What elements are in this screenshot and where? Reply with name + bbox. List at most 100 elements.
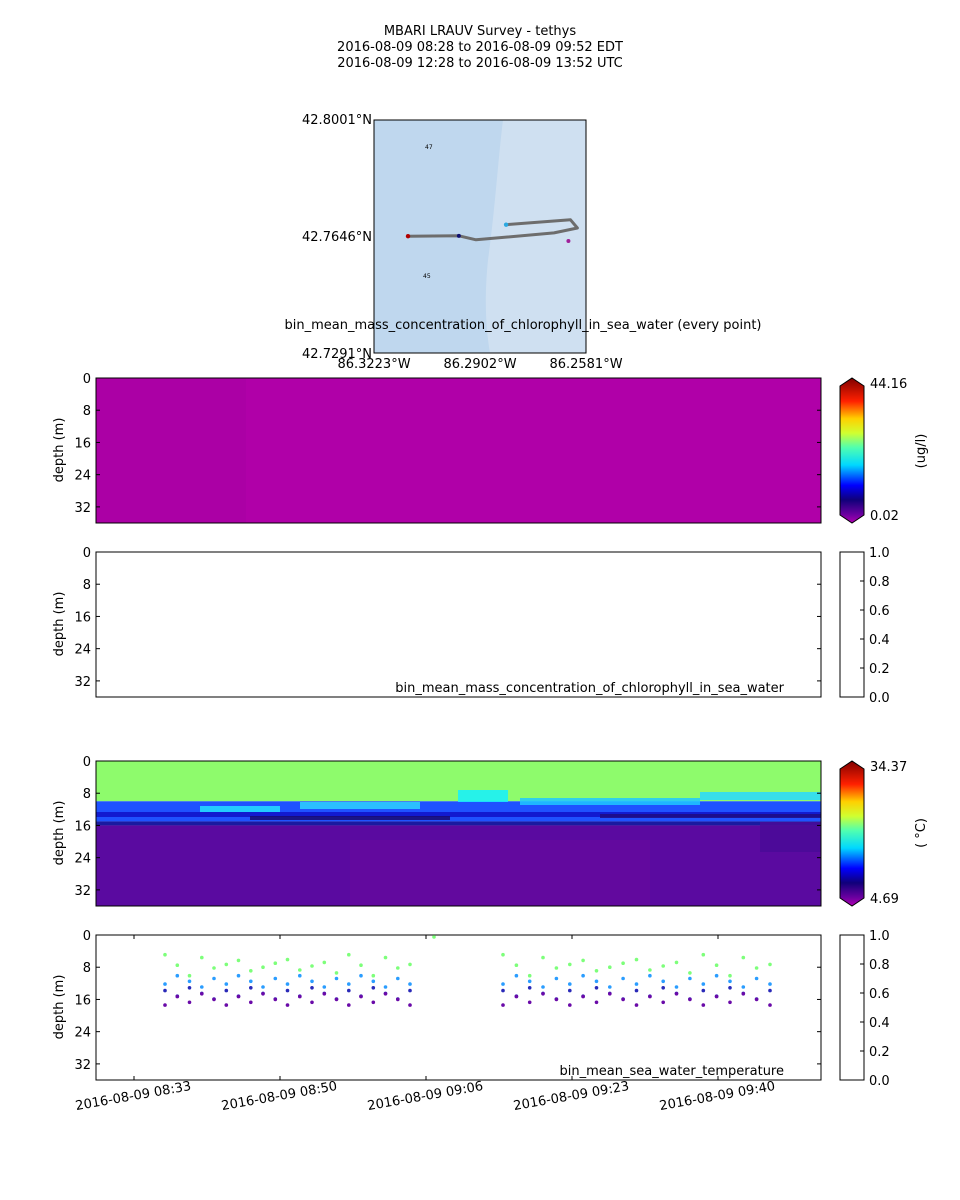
data-point	[728, 973, 732, 978]
panel-2-y-axis: 0 8 16 24 32	[74, 546, 821, 690]
data-point	[661, 964, 665, 968]
colorbar-tick-label: 0.6	[869, 987, 890, 1002]
data-point	[527, 986, 532, 990]
data-point	[674, 985, 679, 989]
data-point	[249, 969, 253, 973]
data-point	[741, 992, 746, 996]
panel-2-ylabel: depth (m)	[52, 592, 67, 657]
panel-2-colorbar-ticks: 1.0 0.8 0.6 0.4 0.2 0.0	[860, 546, 890, 706]
panel-3-y-axis: 0 8 16 24 32	[74, 755, 821, 899]
y-tick-label: 8	[83, 404, 91, 419]
panel-4-y-axis: 0 8 16 24 32	[74, 929, 821, 1073]
data-point	[347, 982, 351, 986]
colorbar-tick-label: 0.6	[869, 604, 890, 619]
data-point	[568, 962, 572, 967]
colorbar-tick-label: 0.4	[869, 1016, 890, 1031]
map-lat-label-mid: 42.7646°N	[302, 230, 372, 245]
data-point	[334, 976, 339, 981]
data-point	[701, 988, 706, 993]
colorbar-tick-label: 0.0	[869, 691, 890, 706]
data-point	[661, 979, 665, 984]
data-point	[224, 988, 229, 993]
panel-4-colorbar-ticks: 1.0 0.8 0.6 0.4 0.2 0.0	[860, 929, 890, 1089]
y-tick-label: 32	[74, 1058, 91, 1073]
map-track-start	[405, 233, 411, 239]
data-point	[396, 976, 400, 981]
data-point	[634, 982, 639, 986]
data-point	[621, 961, 625, 965]
data-point	[285, 957, 290, 962]
panel-2-colorbar	[839, 551, 865, 698]
y-tick-label: 0	[83, 929, 91, 944]
data-point	[621, 997, 625, 1002]
data-point	[408, 962, 412, 967]
data-point	[541, 992, 545, 996]
x-tick-label: 2016-08-09 09:06	[366, 1079, 484, 1114]
y-tick-label: 8	[83, 787, 91, 802]
panel-chlorophyll-heatmap: bin_mean_mass_concentration_of_chlorophy…	[52, 318, 929, 524]
heatmap-texture	[600, 814, 821, 818]
y-tick-label: 8	[83, 961, 91, 976]
data-point	[527, 979, 532, 984]
heatmap-layer-transition	[96, 821, 821, 826]
heatmap-texture	[520, 798, 700, 805]
title-line-2: 2016-08-09 08:28 to 2016-08-09 09:52 EDT	[337, 40, 623, 55]
data-point	[568, 988, 572, 993]
data-point	[408, 982, 412, 986]
data-point	[608, 992, 612, 996]
panel-3-colorbar-min: 4.69	[870, 892, 899, 907]
data-point	[728, 1000, 732, 1005]
data-point	[621, 976, 625, 981]
data-point	[594, 979, 599, 984]
data-point	[200, 955, 204, 960]
data-point	[298, 968, 302, 972]
data-point	[212, 997, 216, 1002]
data-point	[298, 973, 302, 978]
panel-3-frame	[95, 760, 822, 907]
data-point	[187, 1000, 192, 1005]
y-tick-label: 16	[74, 993, 91, 1008]
panel-chlorophyll-scatter: 0 8 16 24 32 depth (m) bin_mean_mass_concent…	[52, 546, 890, 706]
data-point	[648, 973, 652, 978]
data-point	[236, 958, 241, 963]
data-point	[383, 955, 388, 960]
data-point	[541, 985, 545, 989]
y-tick-label: 16	[74, 610, 91, 625]
data-point	[359, 973, 363, 978]
colorbar-tick-label: 0.4	[869, 633, 890, 648]
data-point	[261, 965, 265, 969]
data-point	[554, 976, 559, 981]
data-point	[249, 1000, 253, 1005]
data-point	[768, 962, 772, 967]
data-point	[501, 1003, 505, 1007]
data-point	[310, 1000, 314, 1005]
data-point	[714, 963, 719, 967]
panel-4-frame	[95, 934, 822, 1081]
colorbar-tick-label: 0.8	[869, 575, 890, 590]
panel-3-colorbar-max: 34.37	[870, 760, 907, 775]
panel-2-title: bin_mean_mass_concentration_of_chlorophy…	[395, 681, 784, 696]
data-point	[273, 976, 278, 981]
data-point	[648, 968, 652, 972]
panel-1-colorbar-label: (ug/l)	[914, 434, 929, 469]
data-point	[608, 965, 612, 969]
data-point	[359, 963, 363, 967]
map-contour-label-2: 45	[423, 273, 431, 280]
panel-1-frame	[95, 377, 822, 524]
data-point	[701, 982, 706, 986]
map-lon-label-2: 86.2902°W	[443, 357, 516, 372]
data-point	[285, 988, 290, 993]
data-point	[212, 976, 216, 981]
data-point	[371, 979, 376, 984]
panel-temperature-scatter: 0 8 16 24 32 depth (m) bin_mean_sea_water_te…	[52, 929, 890, 1114]
data-point	[236, 994, 241, 999]
data-point	[359, 994, 363, 999]
data-point	[714, 973, 719, 978]
data-point	[661, 986, 665, 990]
data-point	[334, 997, 339, 1002]
data-point	[347, 952, 351, 957]
data-point	[310, 979, 314, 984]
data-point	[273, 961, 278, 965]
data-point	[175, 994, 180, 999]
panel-temperature-heatmap: 0 8 16 24 32 depth (m) 34.37 4.69 ( °C)	[52, 755, 929, 907]
